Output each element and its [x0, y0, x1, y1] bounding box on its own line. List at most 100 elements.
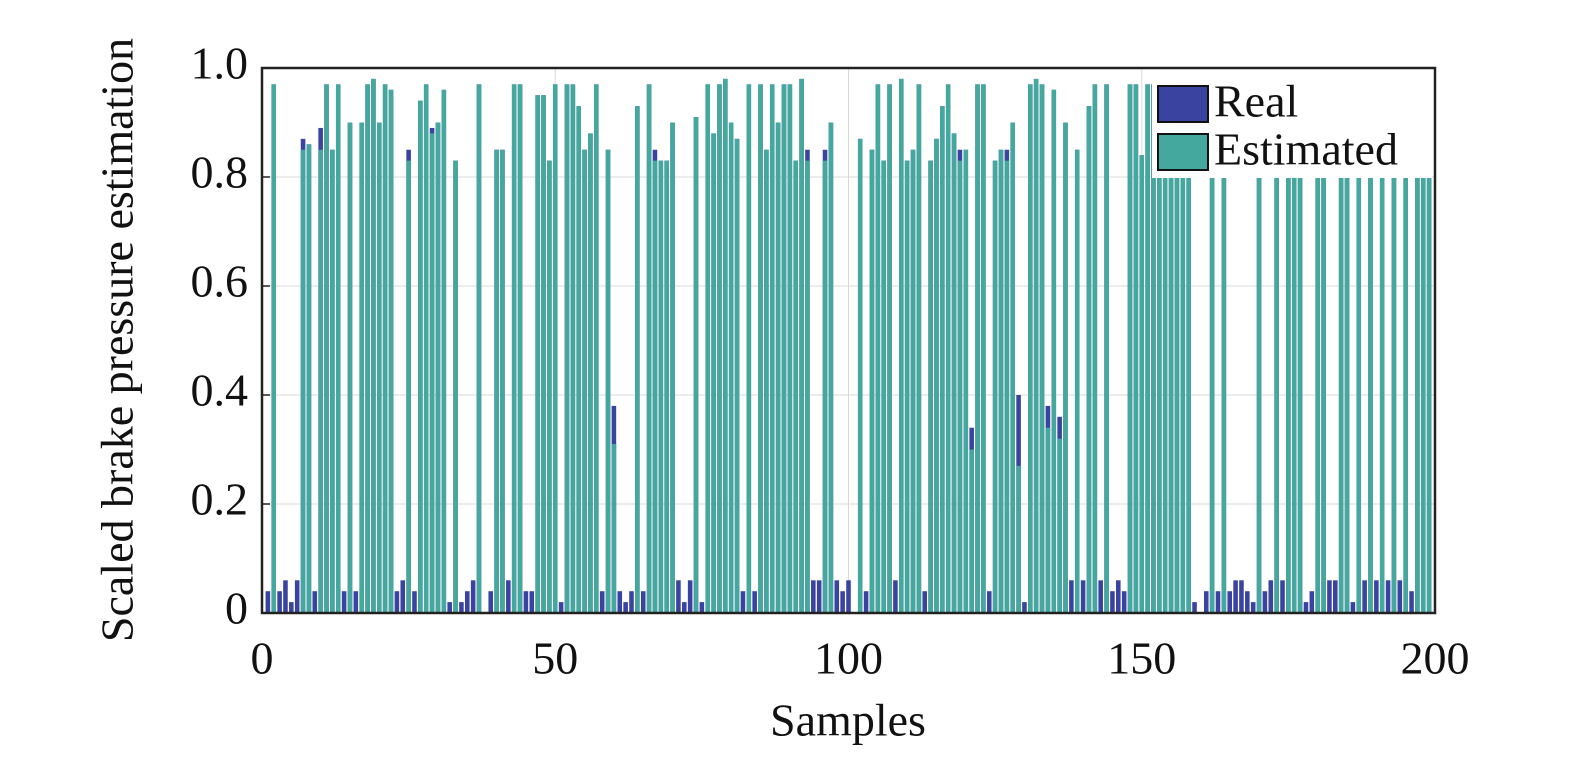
- bar: [429, 133, 435, 613]
- bar: [318, 149, 323, 613]
- bar: [1069, 580, 1074, 613]
- bar: [658, 160, 664, 613]
- bar: [1262, 591, 1268, 613]
- bar: [441, 89, 447, 614]
- bar: [1379, 122, 1385, 613]
- bar: [951, 133, 957, 613]
- bar: [423, 84, 429, 614]
- bar: [981, 84, 986, 614]
- bar: [511, 84, 517, 614]
- bar: [324, 84, 329, 614]
- bar: [623, 602, 628, 613]
- bar: [306, 144, 312, 614]
- bar: [1350, 602, 1356, 613]
- bar: [799, 78, 804, 613]
- bar: [1221, 122, 1227, 613]
- bar: [1110, 591, 1115, 613]
- bar: [418, 100, 423, 613]
- bar: [1280, 580, 1285, 613]
- bar: [1057, 438, 1062, 613]
- bar: [353, 591, 359, 613]
- bar: [1104, 84, 1109, 614]
- bar: [611, 444, 617, 613]
- bar: [769, 84, 775, 614]
- bar: [1127, 84, 1133, 614]
- bar: [341, 591, 347, 613]
- bar: [711, 133, 716, 613]
- bar: [1239, 580, 1244, 613]
- legend-label: Real: [1214, 76, 1298, 127]
- bar: [940, 106, 945, 614]
- bar: [1297, 122, 1303, 613]
- bar: [1215, 591, 1221, 613]
- bar: [1133, 84, 1139, 614]
- bar: [470, 580, 476, 613]
- bar: [816, 580, 822, 613]
- bar: [523, 591, 529, 613]
- bar: [705, 84, 711, 614]
- bar: [922, 591, 928, 613]
- bar: [992, 160, 998, 613]
- bar: [1039, 84, 1045, 614]
- bar: [1028, 84, 1033, 614]
- legend-swatch: [1157, 133, 1209, 171]
- bar: [400, 580, 406, 613]
- bar: [1022, 602, 1027, 613]
- bar: [1321, 122, 1326, 613]
- bar: [805, 160, 810, 613]
- bar: [1233, 580, 1238, 613]
- bar: [664, 160, 669, 613]
- bar: [1391, 122, 1397, 613]
- bar: [488, 591, 494, 613]
- bar: [289, 602, 294, 613]
- bar: [775, 122, 781, 613]
- bar: [1086, 106, 1092, 614]
- bar: [1245, 591, 1250, 613]
- bar: [1420, 122, 1426, 613]
- bar: [1362, 580, 1367, 613]
- y-tick-label: 0.4: [191, 365, 249, 416]
- bar: [371, 78, 376, 613]
- x-tick-label: 200: [1401, 633, 1470, 684]
- bar: [1250, 602, 1256, 613]
- bar: [693, 117, 699, 614]
- bar: [670, 122, 675, 613]
- bar: [1291, 122, 1297, 613]
- bar: [640, 591, 646, 613]
- y-tick-label: 1.0: [191, 38, 249, 89]
- bar: [377, 122, 382, 613]
- bar: [412, 591, 417, 613]
- bar: [1333, 580, 1338, 613]
- bar: [1121, 591, 1127, 613]
- y-tick-label: 0.8: [191, 147, 249, 198]
- bar: [535, 95, 540, 613]
- bar: [1051, 89, 1057, 614]
- bar: [435, 122, 441, 613]
- bar: [1116, 580, 1121, 613]
- bar: [840, 591, 845, 613]
- bar: [1080, 580, 1086, 613]
- bar: [1063, 122, 1068, 613]
- bar: [394, 591, 400, 613]
- bar: [517, 84, 523, 614]
- bar: [652, 160, 658, 613]
- bar: [875, 84, 881, 614]
- bar: [869, 149, 875, 613]
- bar: [910, 149, 916, 613]
- bar: [1168, 122, 1174, 613]
- bar: [1327, 580, 1332, 613]
- bar: [811, 580, 816, 613]
- bar: [605, 149, 611, 613]
- legend-swatch: [1157, 85, 1209, 123]
- bar: [781, 84, 787, 614]
- bar: [506, 580, 511, 613]
- bar: [863, 591, 869, 613]
- bar: [464, 591, 470, 613]
- bar: [1004, 160, 1010, 613]
- bar: [728, 122, 734, 613]
- x-axis-label: Samples: [770, 695, 926, 746]
- bar: [1157, 122, 1162, 613]
- bar: [1209, 122, 1215, 613]
